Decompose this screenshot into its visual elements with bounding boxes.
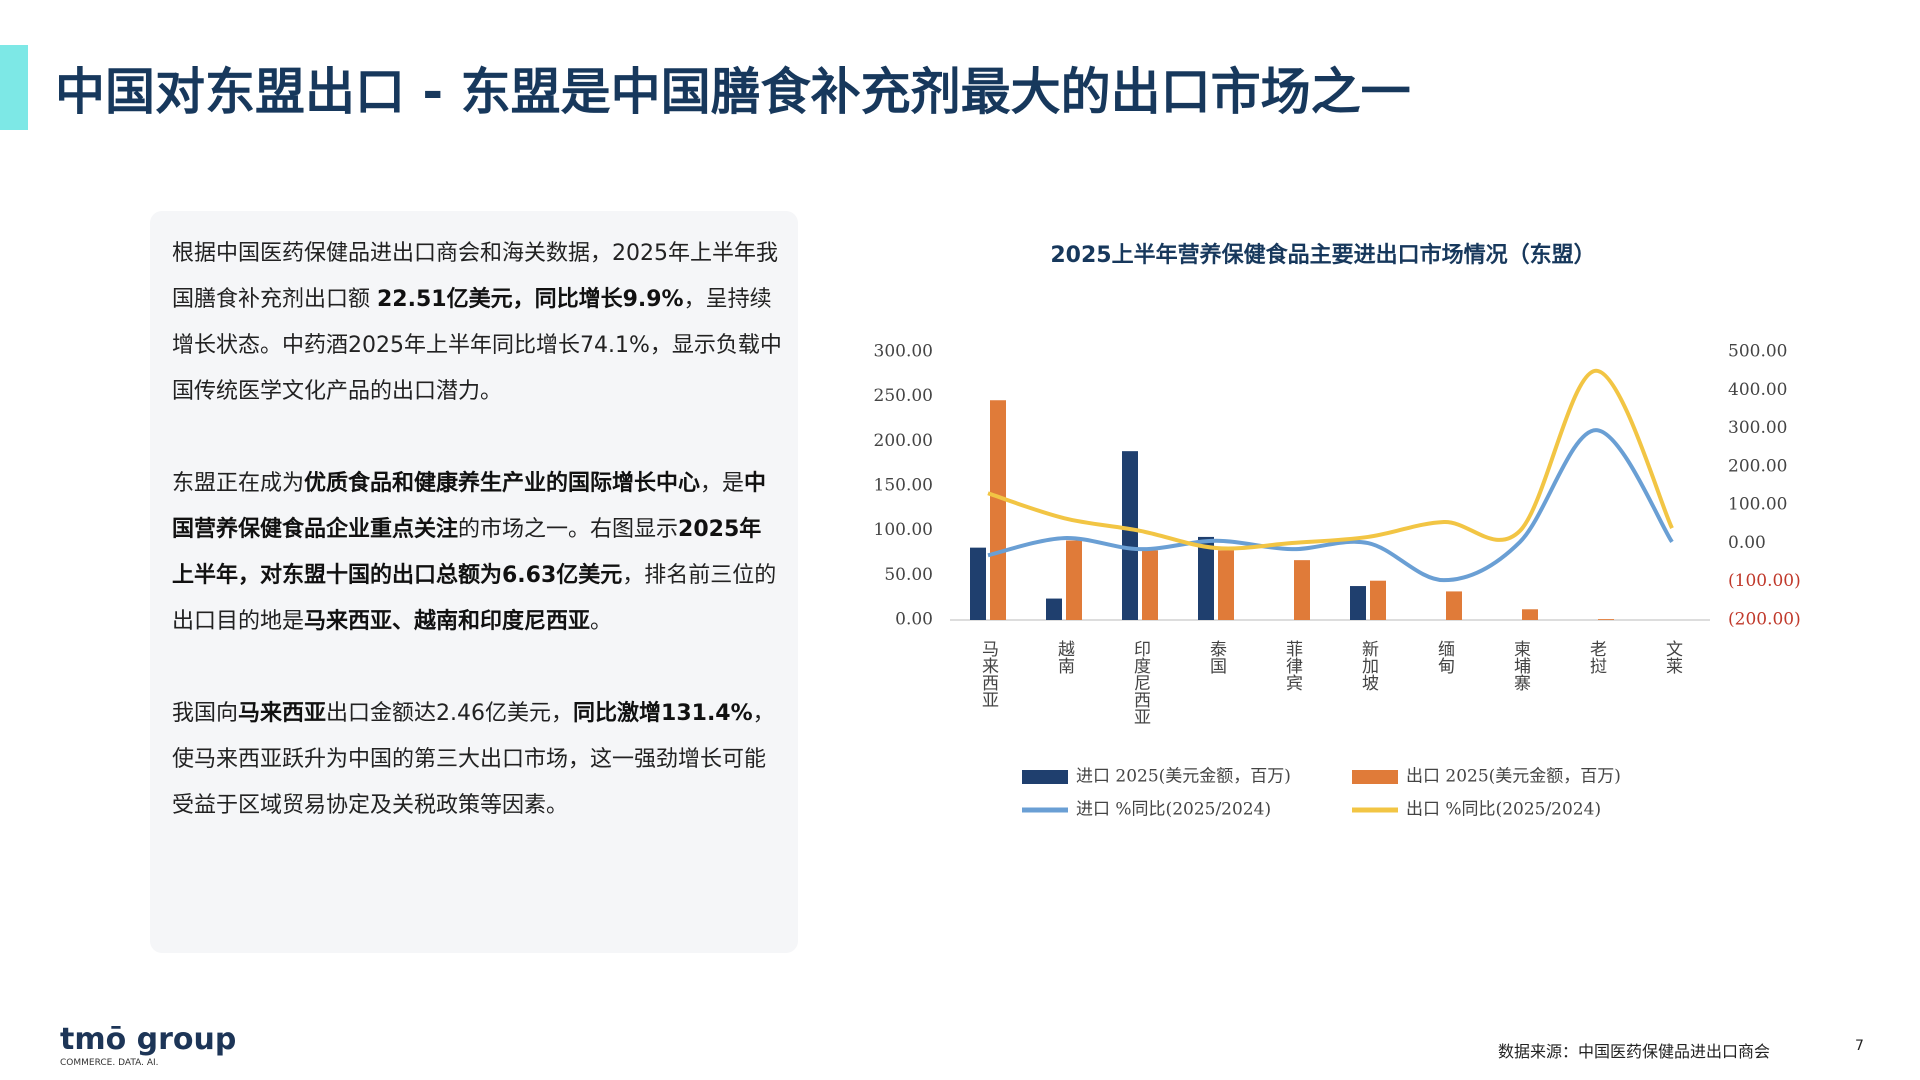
tagline: COMMERCE. DATA. AI. [60,1058,159,1068]
y-tick-label: 0.00 [895,610,933,630]
text-box: 根据中国医药保健品进出口商会和海关数据，2025年上半年我国膳食补充剂出口额 2… [150,211,798,953]
bar [1218,550,1234,620]
line [987,368,1674,551]
line [987,428,1674,583]
slide-title: 中国对东盟出口 - 东盟是中国膳食补充剂最大的出口市场之一 [55,63,1411,121]
bar [1446,591,1462,620]
text-run: 中国营养保健食品企业重点关注 [172,471,767,542]
x-tick-label: 印度尼西亚 [1130,640,1151,725]
paragraph: 东盟正在成为优质食品和健康养生产业的国际增长中心，是中国营养保健食品企业重点关注… [172,461,782,645]
y-tick-label: 150.00 [874,476,933,496]
y2-tick-label: (200.00) [1728,610,1801,630]
text-run: ，排名前三位的出口目的地是 [172,563,777,634]
y2-tick-label: (100.00) [1728,571,1801,591]
bar [1370,580,1386,620]
text-run: ，使马来西亚跃升为中国的第三大出口市场，这一强劲增长可能受益于区域贸易协定及关税… [172,701,775,818]
text-run: 2025年上半年，对东盟十国的出口总额为6.63亿美元 [172,517,762,588]
text-run: 我国向 [172,701,239,726]
x-tick-label: 菲律宾 [1282,640,1303,691]
x-tick-label: 老挝 [1586,640,1607,674]
y-tick-label: 50.00 [884,565,933,585]
text-run: 的市场之一。右图显示 [458,517,679,542]
legend-swatch [1022,770,1068,784]
text-run: 根据中国医药保健品进出口商会和海关数据，2025年上半年我国膳食补充剂出口额 [172,241,778,312]
bar [1142,550,1158,620]
text-run: 同比激增131.4% [573,701,753,726]
bar [1350,586,1366,620]
bar [1046,598,1062,620]
y-tick-label: 100.00 [874,520,933,540]
text-run: 。 [590,609,613,634]
bar [1122,451,1138,620]
x-tick-label: 泰国 [1206,640,1227,674]
text-run: ，是 [700,471,745,496]
source: 数据来源：中国医药保健品进出口商会 [1497,1042,1770,1061]
y2-tick-label: 300.00 [1728,418,1787,438]
x-tick-label: 柬埔寨 [1510,640,1531,691]
bar [970,547,986,620]
x-tick-label: 越南 [1054,640,1075,674]
legend-label: 出口 %同比(2025/2024) [1406,800,1601,820]
text-run: 马来西亚、越南和印度尼西亚 [304,609,591,634]
y2-tick-label: 200.00 [1728,456,1787,476]
legend-swatch [1352,770,1398,784]
x-tick-label: 缅甸 [1434,640,1455,675]
y2-tick-label: 100.00 [1728,495,1787,515]
chart-title: 2025上半年营养保健食品主要进出口市场情况（东盟） [1050,242,1595,268]
text-run: 马来西亚 [238,701,327,726]
y2-tick-label: 400.00 [1728,380,1787,400]
text-run: 出口金额达2.46亿美元， [326,701,574,726]
bar [1198,536,1214,620]
legend-label: 进口 %同比(2025/2024) [1076,800,1271,820]
bar [1522,609,1538,620]
bar [990,400,1006,620]
text-run: ，呈持续增长状态。中药酒2025年上半年同比增长74.1%，显示负载中国传统医学… [172,287,782,404]
y-tick-label: 300.00 [874,342,933,362]
y2-tick-label: 500.00 [1728,342,1787,362]
x-tick-label: 文莱 [1662,640,1683,674]
x-tick-label: 马来西亚 [978,640,999,708]
accent-bar [0,45,28,130]
y2-tick-label: 0.00 [1728,533,1766,553]
page-number: 7 [1855,1038,1864,1054]
bar [1598,619,1614,620]
x-tick-label: 新加坡 [1358,640,1379,691]
text-run: 优质食品和健康养生产业的国际增长中心 [304,471,701,496]
y-tick-label: 250.00 [874,386,933,406]
text-run: 22.51亿美元，同比增长9.9% [377,287,684,312]
text-run: 东盟正在成为 [172,471,305,496]
paragraph: 根据中国医药保健品进出口商会和海关数据，2025年上半年我国膳食补充剂出口额 2… [172,231,782,415]
logo: tmō group [60,1022,237,1057]
bar [1066,540,1082,620]
legend-label: 进口 2025(美元金额，百万) [1076,767,1291,787]
legend-label: 出口 2025(美元金额，百万) [1406,767,1621,787]
bar [1294,560,1310,620]
paragraph: 我国向马来西亚出口金额达2.46亿美元，同比激增131.4%，使马来西亚跃升为中… [172,691,782,829]
y-tick-label: 200.00 [874,431,933,451]
